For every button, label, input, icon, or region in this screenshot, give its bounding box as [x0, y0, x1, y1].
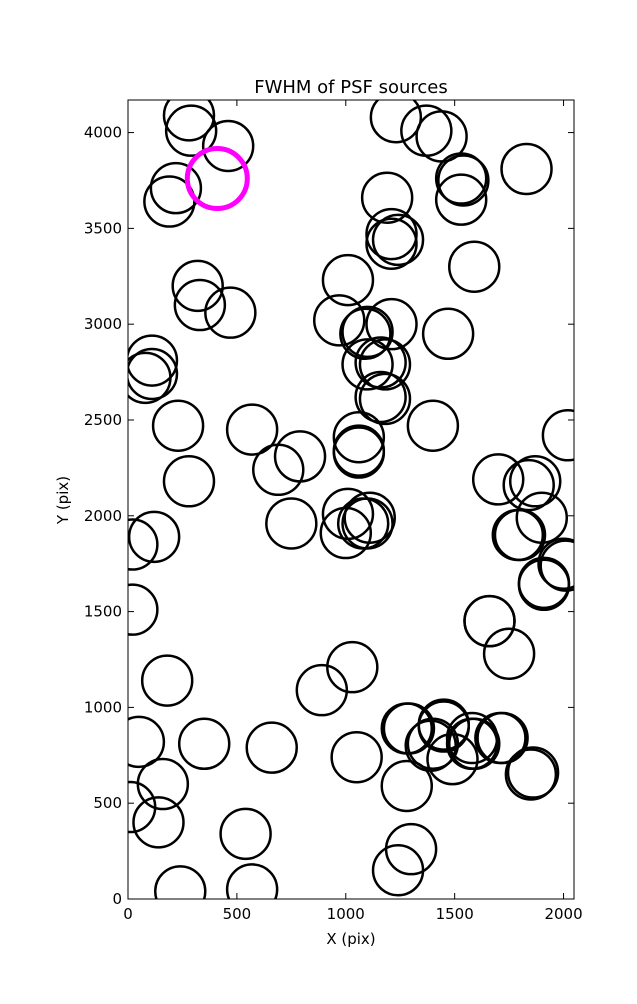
psf-source-marker [504, 748, 558, 801]
psf-source-marker [128, 518, 159, 571]
psf-source-marker [341, 305, 394, 359]
psf-source-marker [448, 240, 501, 293]
psf-source-marker [406, 717, 460, 771]
chart-title: FWHM of PSF sources [254, 77, 448, 98]
psf-source-marker [508, 455, 562, 508]
y-tick-label: 2000 [84, 507, 122, 525]
y-tick-label: 3500 [84, 219, 122, 237]
psf-source-marker [173, 278, 227, 332]
plot-area [128, 100, 574, 899]
y-tick-label: 3000 [84, 315, 122, 333]
psf-source-marker [471, 453, 525, 506]
psf-source-marker [339, 307, 392, 361]
psf-source-marker [358, 338, 412, 391]
x-axis: 0 500 1000 1500 2000 [123, 100, 583, 923]
psf-source-marker [517, 558, 571, 612]
psf-source-marker [445, 717, 499, 771]
psf-source-marker [162, 455, 216, 508]
psf-source-marker [343, 491, 396, 544]
psf-source-marker [154, 865, 207, 899]
psf-source-marker [539, 539, 574, 592]
psf-source-marker [265, 497, 318, 550]
y-tick-label: 4000 [84, 124, 122, 142]
y-tick-label: 1000 [84, 698, 122, 716]
psf-source-marker [354, 370, 407, 424]
psf-source-marker [321, 253, 375, 307]
psf-source-marker [128, 351, 172, 405]
psf-source-marker [225, 403, 279, 456]
psf-source-marker [164, 104, 218, 157]
psf-source-marker [437, 154, 490, 207]
psf-source-marker [332, 410, 386, 464]
psf-source-marker [365, 297, 418, 351]
psf-source-marker [417, 700, 471, 753]
x-tick-label: 1500 [436, 905, 474, 923]
psf-source-marker [128, 510, 181, 564]
psf-source-marker [330, 730, 383, 784]
psf-source-marker [434, 173, 488, 226]
psf-source-marker [537, 537, 574, 590]
psf-source-marker [341, 338, 394, 391]
psf-source-marker [365, 217, 418, 270]
psf-source-marker [132, 796, 185, 849]
psf-source-highlight-marker [184, 146, 250, 212]
psf-source-marker [434, 152, 488, 205]
psf-source-marker [295, 663, 349, 717]
psf-source-marker [140, 654, 194, 707]
psf-source-marker [149, 161, 203, 215]
psf-source-marker [502, 458, 555, 512]
psf-source-marker [341, 497, 394, 550]
psf-source-marker [358, 372, 412, 426]
x-tick-label: 1000 [327, 905, 365, 923]
psf-source-marker [506, 746, 560, 799]
psf-source-marker [369, 100, 423, 144]
psf-source-marker [404, 719, 457, 772]
psf-source-marker [500, 142, 553, 196]
psf-source-marker [541, 409, 574, 462]
y-tick-label: 0 [112, 890, 122, 908]
psf-source-marker [406, 399, 460, 452]
psf-source-marker [128, 780, 157, 834]
psf-source-marker [273, 430, 327, 483]
psf-source-marker [162, 100, 216, 142]
psf-source-marker [219, 807, 272, 861]
psf-source-marker [128, 583, 159, 636]
y-axis: 0 500 1000 1500 2000 2500 3000 3500 4000 [84, 124, 574, 908]
y-axis-label: Y (pix) [54, 476, 72, 525]
psf-source-marker [365, 207, 418, 261]
psf-source-marker [421, 307, 475, 361]
psf-source-marker [312, 294, 366, 347]
psf-source-marker [128, 715, 166, 769]
psf-source-marker [128, 347, 179, 401]
psf-source-marker [371, 844, 425, 897]
psf-source-marker [201, 119, 255, 173]
x-tick-label: 0 [123, 905, 133, 923]
psf-source-marker [463, 594, 516, 648]
psf-source-marker [128, 334, 179, 387]
psf-source-marker [482, 627, 536, 680]
x-axis-label: X (pix) [326, 930, 375, 948]
psf-source-marker [380, 759, 433, 813]
psf-source-marker [332, 426, 386, 479]
psf-source-marker [354, 336, 407, 389]
psf-source-marker [476, 711, 529, 765]
psf-source-marker [245, 721, 298, 774]
x-tick-label: 500 [223, 905, 252, 923]
psf-source-marker [171, 259, 224, 313]
psf-source-marker [177, 717, 231, 771]
psf-source-marker [326, 640, 379, 694]
psf-source-marker [360, 171, 414, 224]
psf-source-marker [371, 213, 425, 267]
psf-source-marker [491, 508, 545, 562]
psf-source-marker [151, 399, 205, 452]
psf-source-marker [204, 286, 257, 339]
y-tick-label: 2500 [84, 411, 122, 429]
axes-frame [127, 99, 575, 900]
x-tick-label: 2000 [544, 905, 582, 923]
y-tick-label: 1500 [84, 603, 122, 621]
psf-source-marker [225, 863, 279, 899]
y-tick-label: 500 [93, 794, 122, 812]
